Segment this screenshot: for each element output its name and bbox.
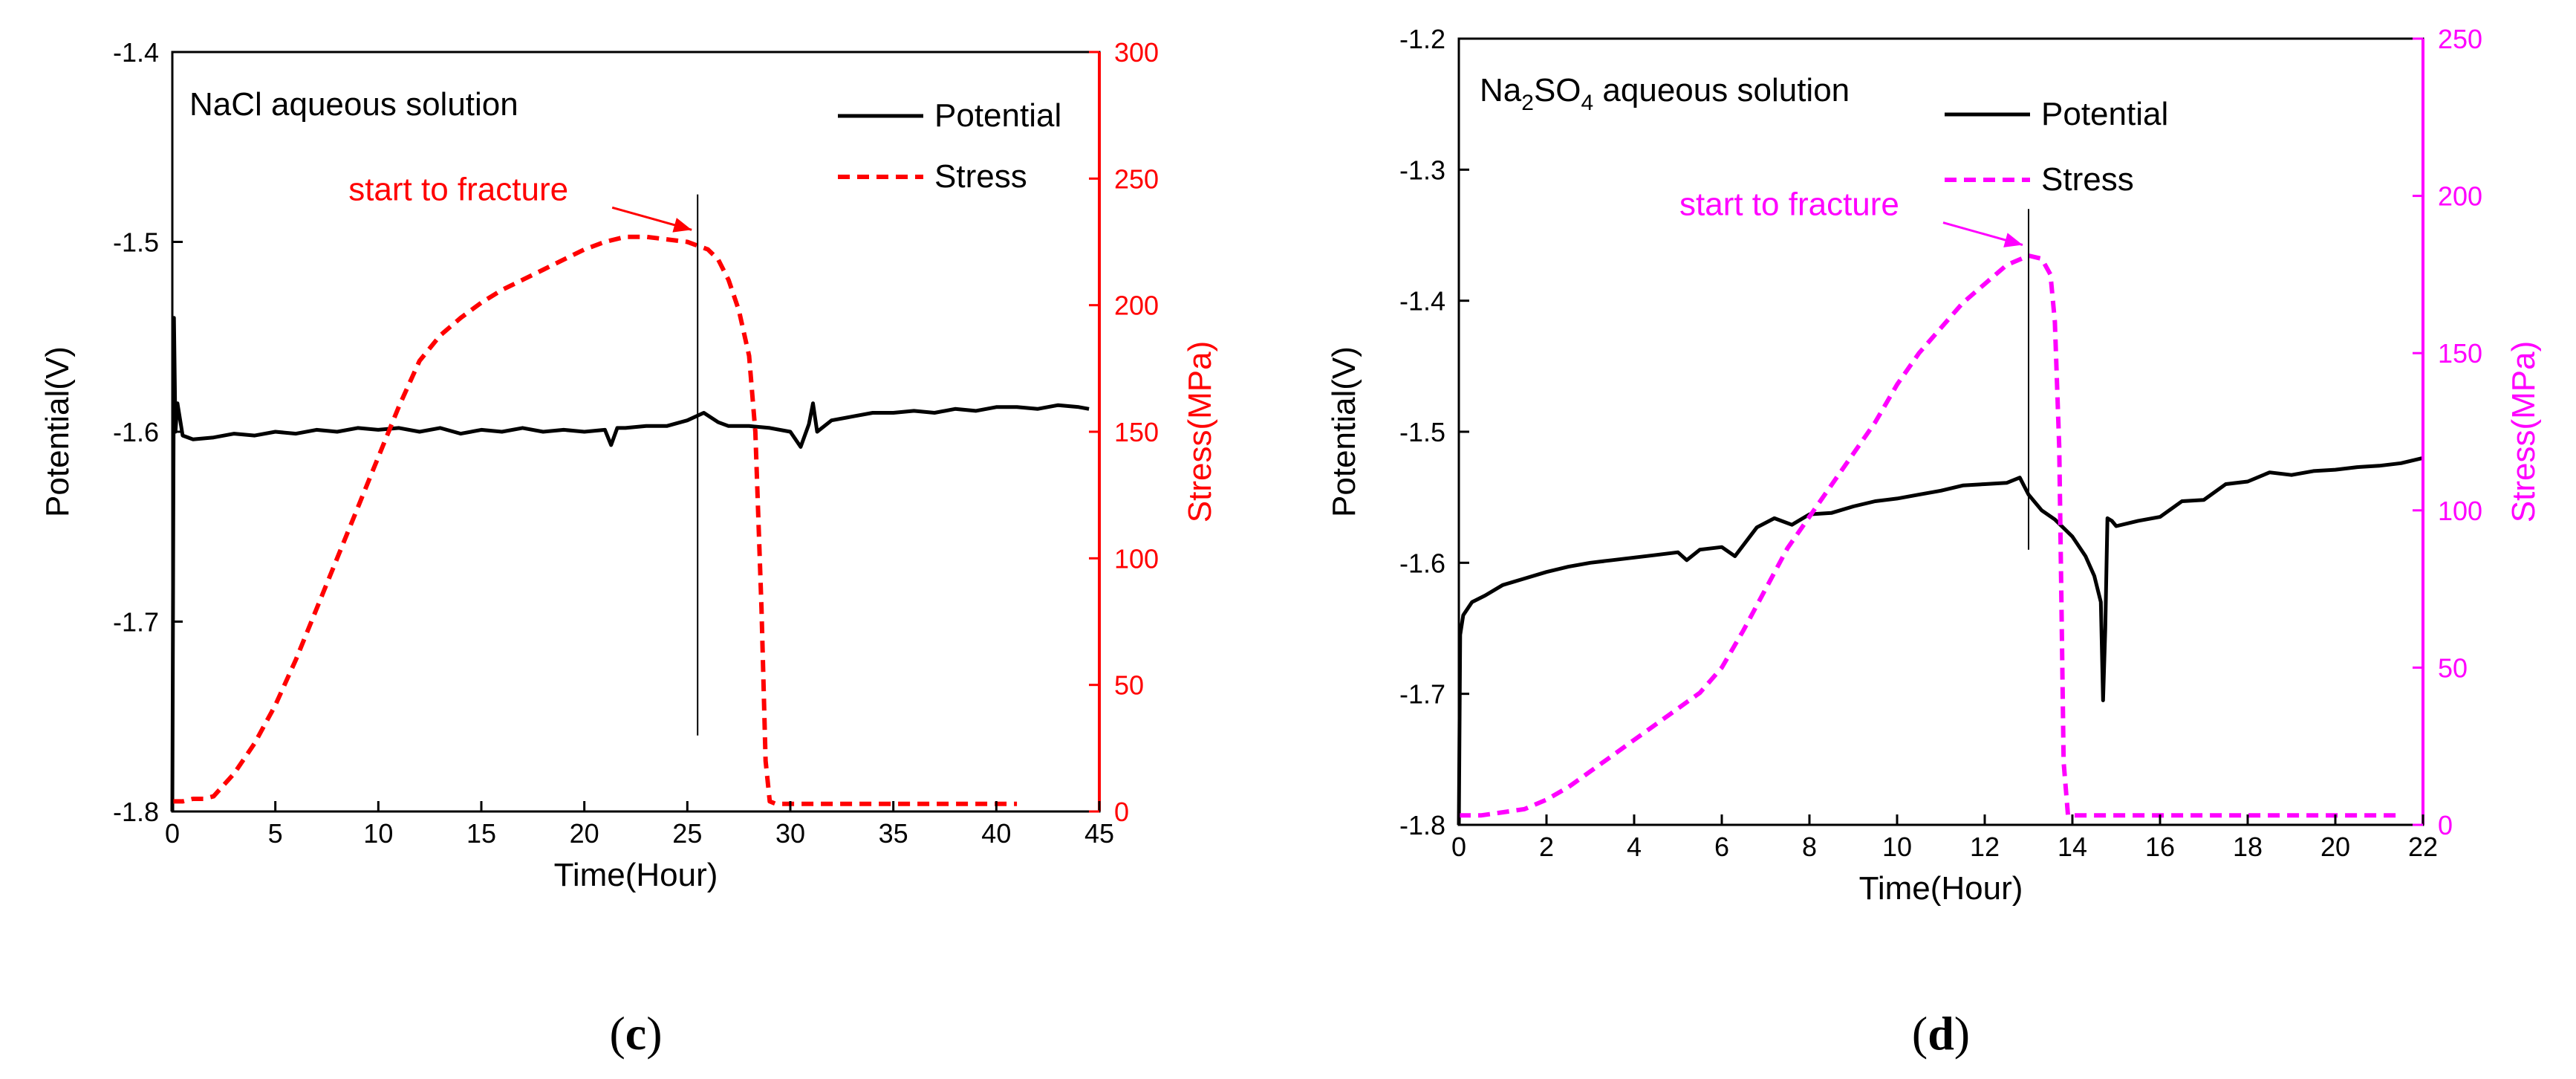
y-tick-label: -1.6 [1399,548,1445,578]
caption-paren-open: ( [609,1007,625,1060]
annotation-arrow-head [672,218,692,233]
title-part-na: Na [1480,72,1522,108]
caption-paren-close: ) [1954,1007,1970,1060]
x-tick-label: 0 [1451,832,1466,862]
x-tick-label: 20 [570,818,599,849]
annotation-arrow-head [2003,233,2023,247]
y-tick-label: -1.4 [1399,286,1445,317]
x-tick-label: 20 [2320,832,2350,862]
x-tick-label: 15 [466,818,496,849]
annotation-text: start to fracture [1679,187,1899,223]
y-tick-label: -1.5 [1399,417,1445,447]
x-tick-label: 6 [1714,832,1729,862]
title-part-so: SO [1534,72,1581,108]
x-tick-label: 12 [1970,832,2000,862]
x-tick-label: 30 [775,818,805,849]
panel-caption: (c) [609,1007,662,1060]
y2-tick-label: 50 [2438,652,2468,683]
x-tick-label: 45 [1084,818,1114,849]
x-axis-label: Time(Hour) [1859,870,2023,907]
y2-tick-label: 50 [1114,670,1144,701]
y2-tick-label: 300 [1114,37,1159,68]
caption-letter: d [1928,1007,1954,1060]
y-tick-label: -1.8 [1399,810,1445,840]
y-axis-label: Potential(V) [1326,346,1362,517]
title-sub-4: 4 [1581,91,1594,115]
y2-tick-label: 0 [1114,797,1129,827]
chart-panel-d: 0 2 4 6 8 10 12 14 16 18 20 22-1.8-1.7-1.6-1.5-1.4-… [1326,24,2542,1060]
caption-letter: c [625,1007,646,1060]
y-tick-label: -1.2 [1399,24,1445,54]
y2-tick-label: 150 [2438,338,2482,369]
y-tick-label: -1.7 [113,607,159,638]
y2-tick-label: 250 [1114,163,1159,194]
y-tick-label: -1.6 [113,417,159,447]
x-tick-label: 14 [2058,832,2087,862]
y2-tick-label: 100 [2438,496,2482,526]
x-tick-label: 18 [2233,832,2263,862]
panel-caption: (d) [1912,1007,1970,1060]
y-tick-label: -1.3 [1399,155,1445,185]
annotation-text: start to fracture [348,171,568,207]
x-tick-label: 35 [879,818,908,849]
title-sub-2: 2 [1521,91,1534,115]
y-tick-label: -1.7 [1399,679,1445,710]
x-tick-label: 4 [1627,832,1642,862]
y2-axis-label: Stress(MPa) [1182,341,1218,522]
x-tick-label: 0 [165,818,180,849]
x-tick-label: 40 [981,818,1011,849]
series-potential-line [170,316,1090,812]
y2-tick-label: 200 [2438,181,2482,212]
legend-label-potential: Potential [934,97,1061,134]
y2-tick-label: 150 [1114,417,1159,447]
y2-tick-label: 100 [1114,543,1159,574]
y2-tick-label: 200 [1114,291,1159,321]
x-tick-label: 22 [2408,832,2438,862]
y2-axis-label: Stress(MPa) [2505,341,2542,522]
series-potential-line [1457,456,2424,826]
y-axis-label: Potential(V) [39,346,76,517]
x-tick-label: 16 [2145,832,2175,862]
x-tick-label: 8 [1802,832,1817,862]
caption-paren-close: ) [646,1007,662,1060]
series-stress-line [172,234,1018,806]
x-tick-label: 25 [672,818,702,849]
y-tick-label: -1.4 [113,37,159,68]
y-tick-label: -1.8 [113,797,159,827]
x-tick-label: 10 [363,818,393,849]
legend-label-stress: Stress [2041,161,2134,198]
y2-tick-label: 0 [2438,810,2453,840]
y-tick-label: -1.5 [113,227,159,258]
y2-tick-label: 250 [2438,24,2482,54]
legend-label-stress: Stress [934,158,1027,195]
x-tick-label: 10 [1882,832,1912,862]
series-stress-line [1459,253,2401,818]
title-part-rest: aqueous solution [1593,72,1850,108]
chart-panel-c: 0 5 10 15 20 25 30 35 40 45 -1.8 -1.7 -1.6 -1.5 -1.4 0 5… [39,37,1218,1060]
caption-paren-open: ( [1912,1007,1928,1060]
x-tick-label: 2 [1539,832,1554,862]
legend-label-potential: Potential [2041,96,2168,132]
chart-title: Na2SO4 aqueous solution [1480,72,1850,115]
x-axis-label: Time(Hour) [554,857,718,893]
x-tick-label: 5 [268,818,283,849]
chart-title: NaCl aqueous solution [189,86,518,123]
